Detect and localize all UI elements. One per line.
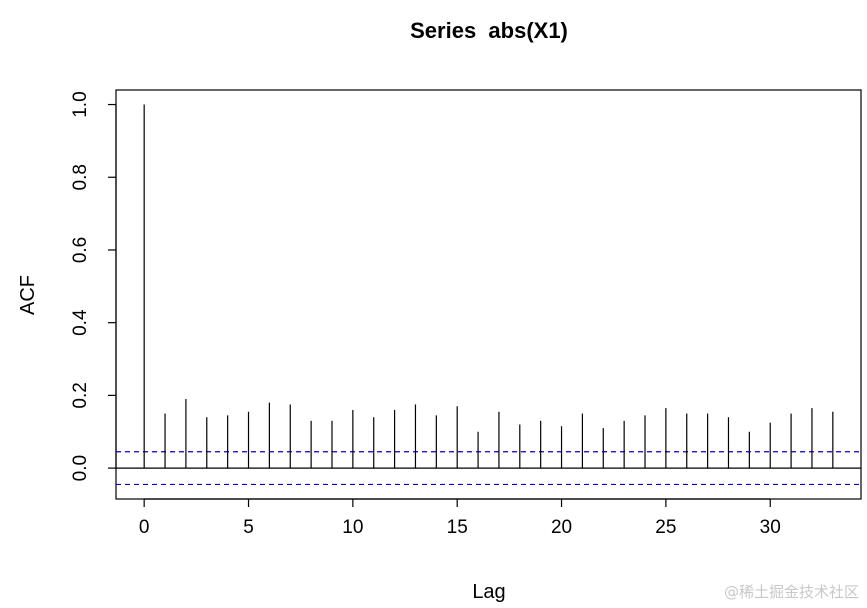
watermark: @稀土掘金技术社区 <box>723 583 859 601</box>
x-tick-label: 5 <box>243 517 254 538</box>
x-tick-label: 10 <box>342 517 363 538</box>
y-tick-label: 1.0 <box>70 91 91 117</box>
acf-bars <box>143 104 834 469</box>
x-tick-label: 15 <box>447 517 468 538</box>
y-tick-label: 0.2 <box>70 382 91 408</box>
y-tick-label: 0.6 <box>70 237 91 263</box>
y-tick-label: 0.4 <box>70 309 91 336</box>
reference-lines <box>116 451 861 486</box>
y-tick-label: 0.8 <box>70 164 91 190</box>
x-axis-label: Lag <box>472 581 505 603</box>
x-tick-label: 0 <box>139 517 150 538</box>
x-axis: 0 5 10 15 20 25 30 <box>139 498 781 538</box>
chart-title: Series abs(X1) <box>410 18 568 43</box>
x-tick-label: 30 <box>760 517 781 538</box>
x-tick-label: 20 <box>551 517 572 538</box>
y-axis-label: ACF <box>17 275 39 315</box>
y-axis: 0.0 0.2 0.4 0.6 0.8 1.0 <box>70 91 117 481</box>
y-tick-label: 0.0 <box>70 455 91 481</box>
x-tick-label: 25 <box>655 517 676 538</box>
